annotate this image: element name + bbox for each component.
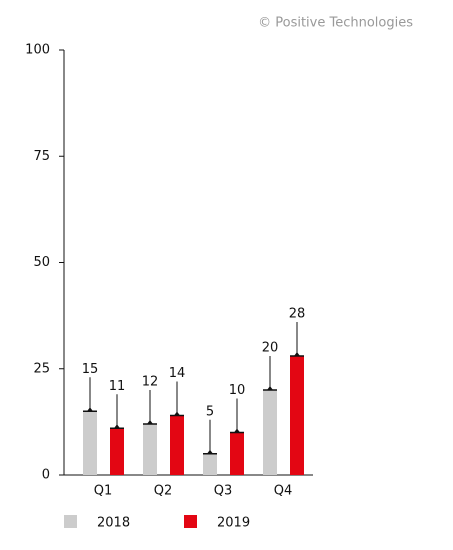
y-tick-label: 25 [33,361,50,376]
legend-label: 2018 [97,516,130,531]
bar [143,424,157,475]
bar [83,411,97,475]
y-tick-label: 100 [25,43,50,58]
legend-label: 2019 [217,516,250,531]
bar [290,356,304,475]
data-label: 28 [289,307,306,322]
source: © Positive Technologies [258,16,413,31]
data-label: 20 [262,341,279,356]
y-tick-label: 0 [42,468,50,483]
legend-swatch [64,515,77,528]
legend-swatch [184,515,197,528]
data-label: 11 [109,379,126,394]
bar [263,390,277,475]
y-tick-label: 50 [33,255,50,270]
bar [230,432,244,475]
x-tick-label: Q3 [214,484,233,499]
y-tick-label: 75 [33,149,50,164]
bar [170,415,184,475]
data-label: 12 [142,375,159,390]
data-label: 15 [82,362,99,377]
bar [110,428,124,475]
data-label: 14 [169,366,186,381]
data-label: 5 [206,404,214,419]
bar [203,453,217,475]
x-tick-label: Q4 [274,484,293,499]
x-tick-label: Q1 [94,484,113,499]
x-tick-label: Q2 [154,484,173,499]
data-label: 10 [229,383,246,398]
